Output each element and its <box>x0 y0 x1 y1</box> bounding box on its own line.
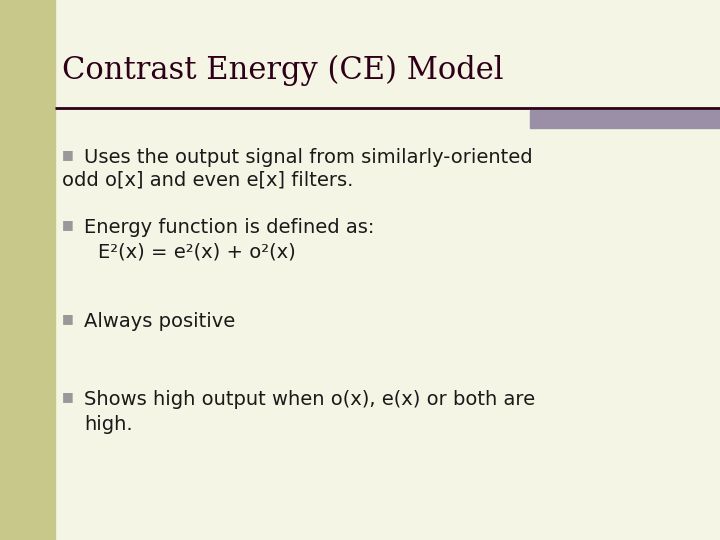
Text: E²(x) = e²(x) + o²(x): E²(x) = e²(x) + o²(x) <box>98 242 296 261</box>
Text: Always positive: Always positive <box>84 312 235 331</box>
Text: Shows high output when o(x), e(x) or both are: Shows high output when o(x), e(x) or bot… <box>84 390 535 409</box>
Text: odd o[x] and even e[x] filters.: odd o[x] and even e[x] filters. <box>62 170 354 189</box>
Bar <box>530 110 720 128</box>
Bar <box>0 0 55 540</box>
Text: high.: high. <box>84 415 132 434</box>
Text: ■: ■ <box>62 218 73 231</box>
Text: ■: ■ <box>62 390 73 403</box>
Text: Energy function is defined as:: Energy function is defined as: <box>84 218 374 237</box>
Text: Contrast Energy (CE) Model: Contrast Energy (CE) Model <box>62 55 503 86</box>
Text: ■: ■ <box>62 312 73 325</box>
Text: ■: ■ <box>62 148 73 161</box>
Text: Uses the output signal from similarly-oriented: Uses the output signal from similarly-or… <box>84 148 533 167</box>
